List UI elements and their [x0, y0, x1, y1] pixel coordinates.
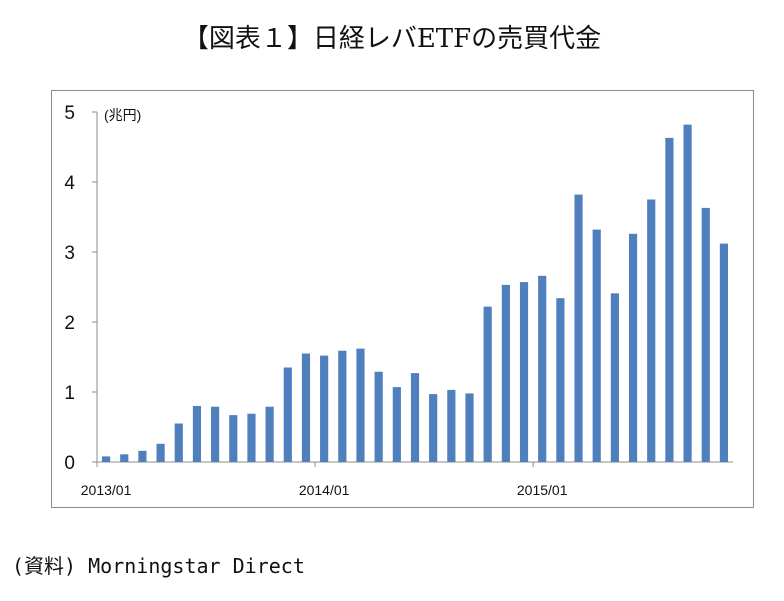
- x-tick-label: 2015/01: [517, 482, 568, 498]
- bar: [556, 298, 565, 462]
- y-unit-label: (兆円): [104, 107, 141, 123]
- bar: [447, 389, 456, 462]
- bar: [138, 450, 147, 462]
- bar: [501, 284, 510, 462]
- bar: [156, 443, 165, 462]
- bar: [174, 423, 183, 462]
- bar: [592, 229, 601, 462]
- bar: [120, 454, 129, 462]
- bar: [392, 387, 401, 462]
- x-tick-label: 2013/01: [81, 482, 132, 498]
- bar: [647, 199, 656, 462]
- bar: [301, 353, 311, 462]
- bar: [519, 282, 529, 462]
- bar: [356, 348, 365, 462]
- chart-frame: [51, 90, 754, 508]
- bar: [229, 415, 238, 462]
- bar: [247, 413, 256, 462]
- bar: [338, 350, 347, 462]
- bar: [283, 367, 292, 462]
- bar: [374, 371, 383, 462]
- y-tick-label: 2: [64, 313, 75, 334]
- y-tick-label: 4: [64, 173, 75, 194]
- chart-title: 【図表１】日経レバETFの売買代金: [182, 24, 602, 54]
- bar: [101, 456, 111, 462]
- x-tick-label: 2014/01: [299, 482, 350, 498]
- bar: [574, 194, 583, 462]
- y-tick-label: 3: [64, 243, 75, 264]
- bar: [211, 406, 220, 462]
- bar: [465, 393, 474, 462]
- bar: [483, 306, 492, 462]
- bar: [410, 373, 420, 462]
- bar: [320, 355, 329, 462]
- bar: [701, 207, 710, 462]
- bar: [538, 275, 547, 462]
- y-tick-label: 0: [64, 453, 75, 474]
- source-note: (資料) Morningstar Direct: [12, 554, 305, 578]
- bar: [719, 243, 729, 462]
- bar: [628, 233, 638, 462]
- bar: [610, 293, 619, 462]
- bar: [265, 406, 274, 462]
- bar: [665, 137, 674, 462]
- bar: [192, 406, 202, 462]
- y-tick-label: 5: [64, 103, 75, 124]
- bar: [683, 124, 692, 462]
- bar: [429, 394, 438, 462]
- y-tick-label: 1: [64, 383, 75, 404]
